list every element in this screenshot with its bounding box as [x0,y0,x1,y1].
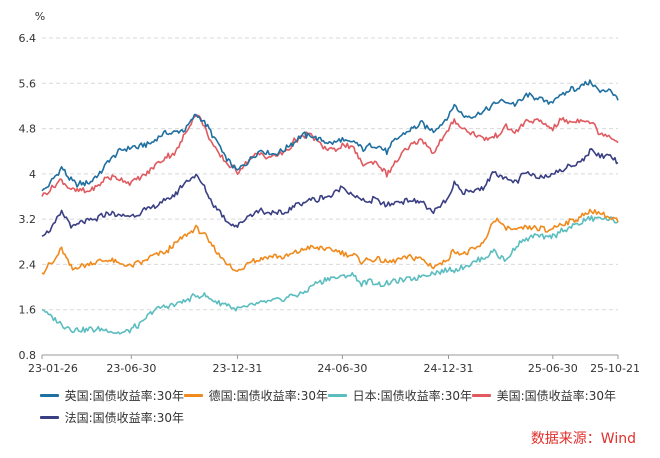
legend-label-uk: 英国:国债收益率:30年 [64,388,184,403]
x-tick-label: 24-12-31 [424,362,474,375]
series-lines [41,79,619,335]
y-axis: 6.4 5.6 4.8 4 3.2 2.4 1.6 0.8 [19,32,37,362]
legend-swatch-fr [40,415,59,419]
legend-row: 法国:国债收益率:30年 [40,406,640,428]
y-tick-label: 4 [29,168,36,181]
y-tick-label: 3.2 [19,213,37,226]
series-line-4 [41,148,619,237]
y-tick-label: 1.6 [19,304,37,317]
legend-item-de[interactable]: 德国:国债收益率:30年 [184,387,328,404]
x-tick-label: 23-12-31 [212,362,262,375]
y-tick-label: 4.8 [19,123,37,136]
y-tick-label: 0.8 [19,349,37,362]
y-axis-unit: % [35,10,45,23]
x-tick-label: 23-06-30 [106,362,156,375]
y-tick-label: 5.6 [19,77,37,90]
legend-swatch-us [472,393,491,397]
x-tick-label: 25-10-21 [590,362,640,375]
series-line-2 [41,215,619,335]
x-axis: 23-01-26 23-06-30 23-12-31 24-06-30 24-12-31… [28,354,640,375]
gridlines [42,37,618,311]
data-source-note: 数据来源：Wind [530,431,636,447]
legend-label-de: 德国:国债收益率:30年 [208,388,328,403]
legend-label-fr: 法国:国债收益率:30年 [64,410,184,425]
y-tick-label: 2.4 [19,258,37,271]
legend-label-jp: 日本:国债收益率:30年 [352,388,472,403]
series-line-3 [41,114,619,197]
line-chart: 6.45.64.843.22.41.60.8 23-01-26 23-06-30 2… [19,10,641,375]
legend-item-jp[interactable]: 日本:国债收益率:30年 [328,387,472,404]
legend-item-us[interactable]: 美国:国债收益率:30年 [472,387,616,404]
chart-legend: 英国:国债收益率:30年 德国:国债收益率:30年 日本:国债收益率:30年 美… [40,384,640,428]
legend-row: 英国:国债收益率:30年 德国:国债收益率:30年 日本:国债收益率:30年 美… [40,384,640,406]
legend-label-us: 美国:国债收益率:30年 [496,388,616,403]
x-tick-label: 24-06-30 [317,362,367,375]
y-tick-label: 6.4 [19,32,37,45]
legend-swatch-jp [328,393,347,397]
legend-swatch-de [184,393,203,397]
legend-item-fr[interactable]: 法国:国债收益率:30年 [40,409,184,426]
series-line-1 [41,208,619,275]
x-tick-label: 25-06-30 [528,362,578,375]
series-line-0 [41,79,619,192]
x-tick-label: 23-01-26 [28,362,78,375]
legend-swatch-uk [40,393,59,397]
legend-item-uk[interactable]: 英国:国债收益率:30年 [40,387,184,404]
